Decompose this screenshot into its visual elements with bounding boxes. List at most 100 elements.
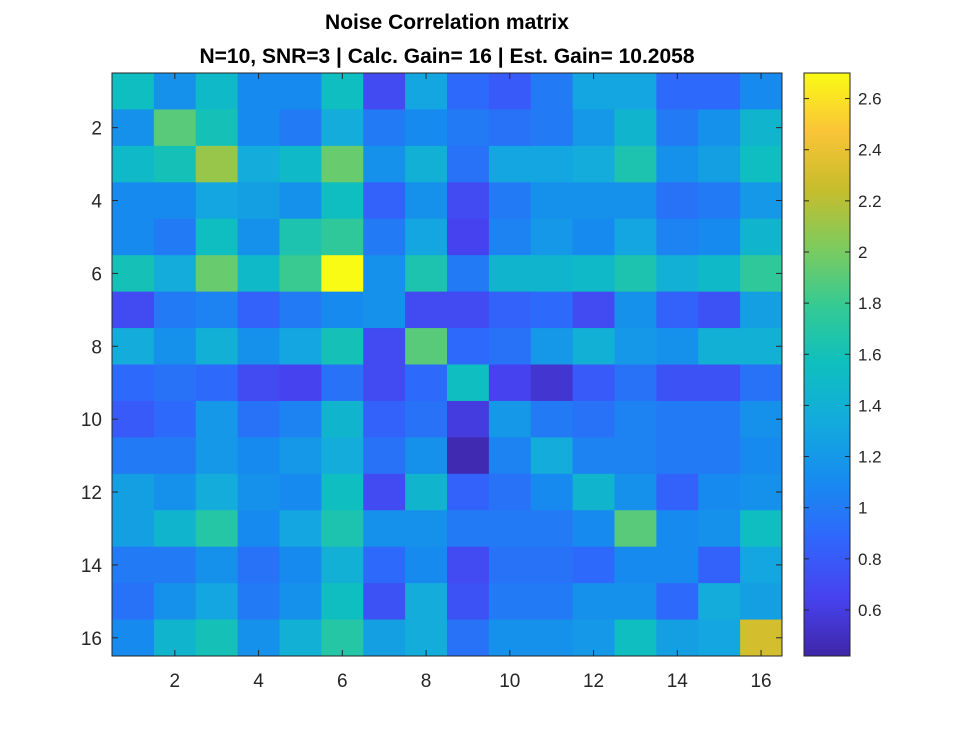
heatmap-cell (279, 255, 322, 293)
heatmap-cell (153, 583, 197, 621)
heatmap-cell (405, 255, 448, 293)
heatmap-cell (363, 546, 406, 584)
heatmap-cell (656, 109, 699, 147)
heatmap-cell (572, 328, 616, 365)
heatmap-cell (321, 510, 364, 548)
heatmap-cell (112, 218, 155, 256)
heatmap-cell (112, 473, 155, 511)
heatmap-cell (405, 364, 448, 402)
heatmap-cell (656, 291, 699, 329)
heatmap-cell (112, 73, 155, 110)
heatmap-cell (321, 182, 364, 220)
heatmap-cell (363, 291, 406, 329)
heatmap-cell (237, 255, 281, 293)
heatmap-cell (530, 291, 574, 329)
heatmap-cell (237, 546, 281, 584)
colorbar-tick-label: 1 (858, 499, 867, 518)
heatmap-cell (321, 255, 364, 293)
heatmap-cell (488, 291, 532, 329)
heatmap-cell (698, 546, 741, 584)
heatmap-cell (488, 364, 532, 402)
heatmap-cell (279, 400, 322, 438)
heatmap-cell (112, 182, 155, 220)
heatmap-cell (614, 473, 657, 511)
heatmap-cell (279, 145, 322, 183)
heatmap-cell (153, 182, 197, 220)
heatmap-cell (740, 328, 783, 365)
heatmap-cell (363, 473, 406, 511)
heatmap-cell (195, 583, 239, 621)
heatmap-cell (656, 546, 699, 584)
heatmap-cell (237, 73, 281, 110)
heatmap-cell (153, 109, 197, 147)
heatmap-cell (447, 109, 490, 147)
heatmap-cell (740, 473, 783, 511)
heatmap-cell (614, 109, 657, 147)
heatmap-cell (698, 291, 741, 329)
heatmap-cell (153, 218, 197, 256)
heatmap-cell (363, 328, 406, 365)
colorbar (803, 72, 851, 657)
heatmap-cell (698, 364, 741, 402)
x-axis-ticks: 2 4 6 8 10 12 14 16 (170, 73, 772, 692)
heatmap-cell (447, 73, 490, 110)
heatmap-cell (363, 218, 406, 256)
heatmap-cell (363, 437, 406, 475)
heatmap-cell (698, 73, 741, 110)
heatmap-cell (572, 437, 616, 475)
heatmap-cell (530, 218, 574, 256)
heatmap-cell (153, 546, 197, 584)
heatmap-cell (112, 328, 155, 365)
heatmap-cell (195, 619, 239, 657)
heatmap-cell (112, 291, 155, 329)
heatmap-cell (112, 619, 155, 657)
heatmap-cell (363, 619, 406, 657)
heatmap-cell (740, 437, 783, 475)
heatmap-cell (279, 73, 322, 110)
heatmap-cell (321, 218, 364, 256)
heatmap-cell (363, 182, 406, 220)
heatmap-cell (530, 546, 574, 584)
heatmap-cell (195, 510, 239, 548)
heatmap-cell (614, 255, 657, 293)
heatmap-cell (321, 328, 364, 365)
heatmap-cell (405, 73, 448, 110)
heatmap-cell (447, 182, 490, 220)
heatmap-cell (572, 291, 616, 329)
heatmap-cell (363, 255, 406, 293)
heatmap-cell (279, 218, 322, 256)
heatmap-cell (447, 546, 490, 584)
heatmap-cell (447, 400, 490, 438)
heatmap-cell (740, 218, 783, 256)
heatmap-cell (237, 182, 281, 220)
x-tick-label: 12 (583, 671, 604, 692)
heatmap-cell (237, 510, 281, 548)
colorbar-tick-label: 0.8 (858, 550, 882, 569)
heatmap-cell (447, 473, 490, 511)
heatmap-cell (112, 145, 155, 183)
heatmap-cell (740, 364, 783, 402)
heatmap-cell (447, 328, 490, 365)
heatmap-cell (488, 546, 532, 584)
chart-title: Noise Correlation matrix (325, 11, 569, 34)
heatmap-cell (363, 400, 406, 438)
heatmap-cell (488, 473, 532, 511)
heatmap-cell (405, 145, 448, 183)
heatmap-cell (363, 109, 406, 147)
x-tick-label: 14 (667, 671, 689, 692)
heatmap-cell (530, 400, 574, 438)
heatmap-cell (237, 109, 281, 147)
heatmap-cell (112, 583, 155, 621)
heatmap-cell (195, 328, 239, 365)
heatmap-cell (363, 583, 406, 621)
heatmap-cell (572, 218, 616, 256)
colorbar-tick-label: 2.6 (858, 90, 882, 109)
heatmap-cell (572, 583, 616, 621)
heatmap-cell (740, 291, 783, 329)
heatmap-cell (321, 145, 364, 183)
heatmap-cell (740, 400, 783, 438)
heatmap-cell (656, 437, 699, 475)
heatmap-cell (656, 328, 699, 365)
heatmap-cell (405, 437, 448, 475)
